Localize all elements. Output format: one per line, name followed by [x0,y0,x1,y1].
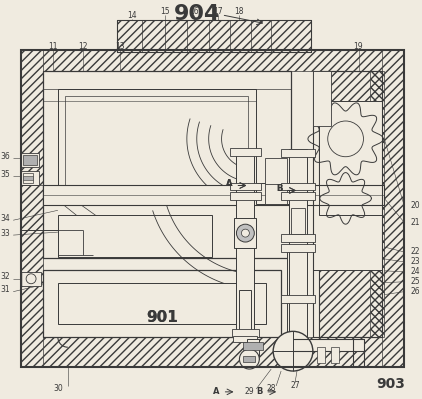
Bar [23,155,37,165]
Text: 29: 29 [245,387,254,396]
Text: 17: 17 [213,7,222,16]
Circle shape [239,349,259,369]
Circle shape [236,224,254,242]
Text: 903: 903 [376,377,405,391]
Text: 31: 31 [0,285,10,294]
Bar [43,186,384,205]
Bar [243,342,263,350]
Bar [232,329,259,337]
Bar [289,149,307,342]
Bar [281,182,315,190]
Bar [319,71,382,337]
Bar [291,208,305,234]
Bar [65,96,249,190]
Text: 23: 23 [410,257,420,267]
Text: 14: 14 [127,11,137,20]
Bar [43,71,291,258]
Bar [233,336,257,342]
Bar [21,272,41,286]
Text: 34: 34 [0,214,10,223]
Text: 35: 35 [0,170,10,179]
Circle shape [241,229,249,237]
Text: B: B [276,184,282,193]
Bar [281,234,315,242]
Bar [230,148,261,156]
Text: 904: 904 [173,4,220,24]
Bar [43,270,281,337]
Bar [117,20,311,51]
Bar [331,347,339,363]
Bar [281,244,315,252]
Bar [43,71,291,89]
Text: 16: 16 [189,7,199,16]
Text: 20: 20 [410,201,420,210]
Text: 13: 13 [116,42,125,51]
Bar [313,71,331,126]
Bar [281,294,315,302]
Bar [293,339,365,351]
Bar [317,347,325,363]
Text: A: A [226,179,233,188]
Bar [21,49,404,71]
Bar [313,186,382,270]
Bar [236,149,254,332]
Bar [230,182,261,190]
Bar [281,192,315,200]
Circle shape [273,331,313,371]
Bar [319,101,382,215]
Text: 11: 11 [48,42,58,51]
Text: 27: 27 [290,381,300,390]
Bar [319,101,382,215]
Bar [117,20,311,51]
Circle shape [26,274,36,284]
Bar [256,182,291,204]
Bar [230,192,261,200]
Bar [235,218,256,248]
Bar [58,89,256,198]
Bar [21,153,39,167]
Bar [281,149,315,157]
Text: 18: 18 [235,7,244,16]
Bar [21,49,404,367]
Bar [287,250,299,351]
Text: B: B [256,387,262,396]
Bar [58,283,266,324]
Text: B: B [276,184,282,193]
Text: 24: 24 [410,267,420,277]
Bar [58,215,212,257]
Text: 30: 30 [53,384,63,393]
Bar [243,356,255,362]
Text: 12: 12 [78,42,87,51]
Bar [313,71,382,337]
Bar [21,337,404,367]
Text: A: A [214,387,220,396]
Bar [265,158,287,184]
Text: A: A [226,179,233,188]
Text: 15: 15 [160,7,170,16]
Text: 33: 33 [0,229,10,238]
Bar [23,176,33,180]
Bar [239,290,252,339]
Text: 22: 22 [410,247,419,257]
Bar [382,49,404,367]
Text: 21: 21 [410,218,419,227]
Text: 901: 901 [146,310,178,325]
Circle shape [328,121,363,157]
Bar [23,173,33,182]
Bar [265,182,287,204]
Text: 28: 28 [266,384,276,393]
Bar [21,171,39,184]
Bar [21,49,43,367]
Text: 36: 36 [0,152,10,161]
Bar [371,71,384,337]
Text: 26: 26 [410,287,420,296]
Bar [247,339,259,359]
Text: 19: 19 [354,42,363,51]
Text: 32: 32 [0,272,10,281]
Text: 901: 901 [146,310,178,325]
Text: 25: 25 [410,277,420,286]
